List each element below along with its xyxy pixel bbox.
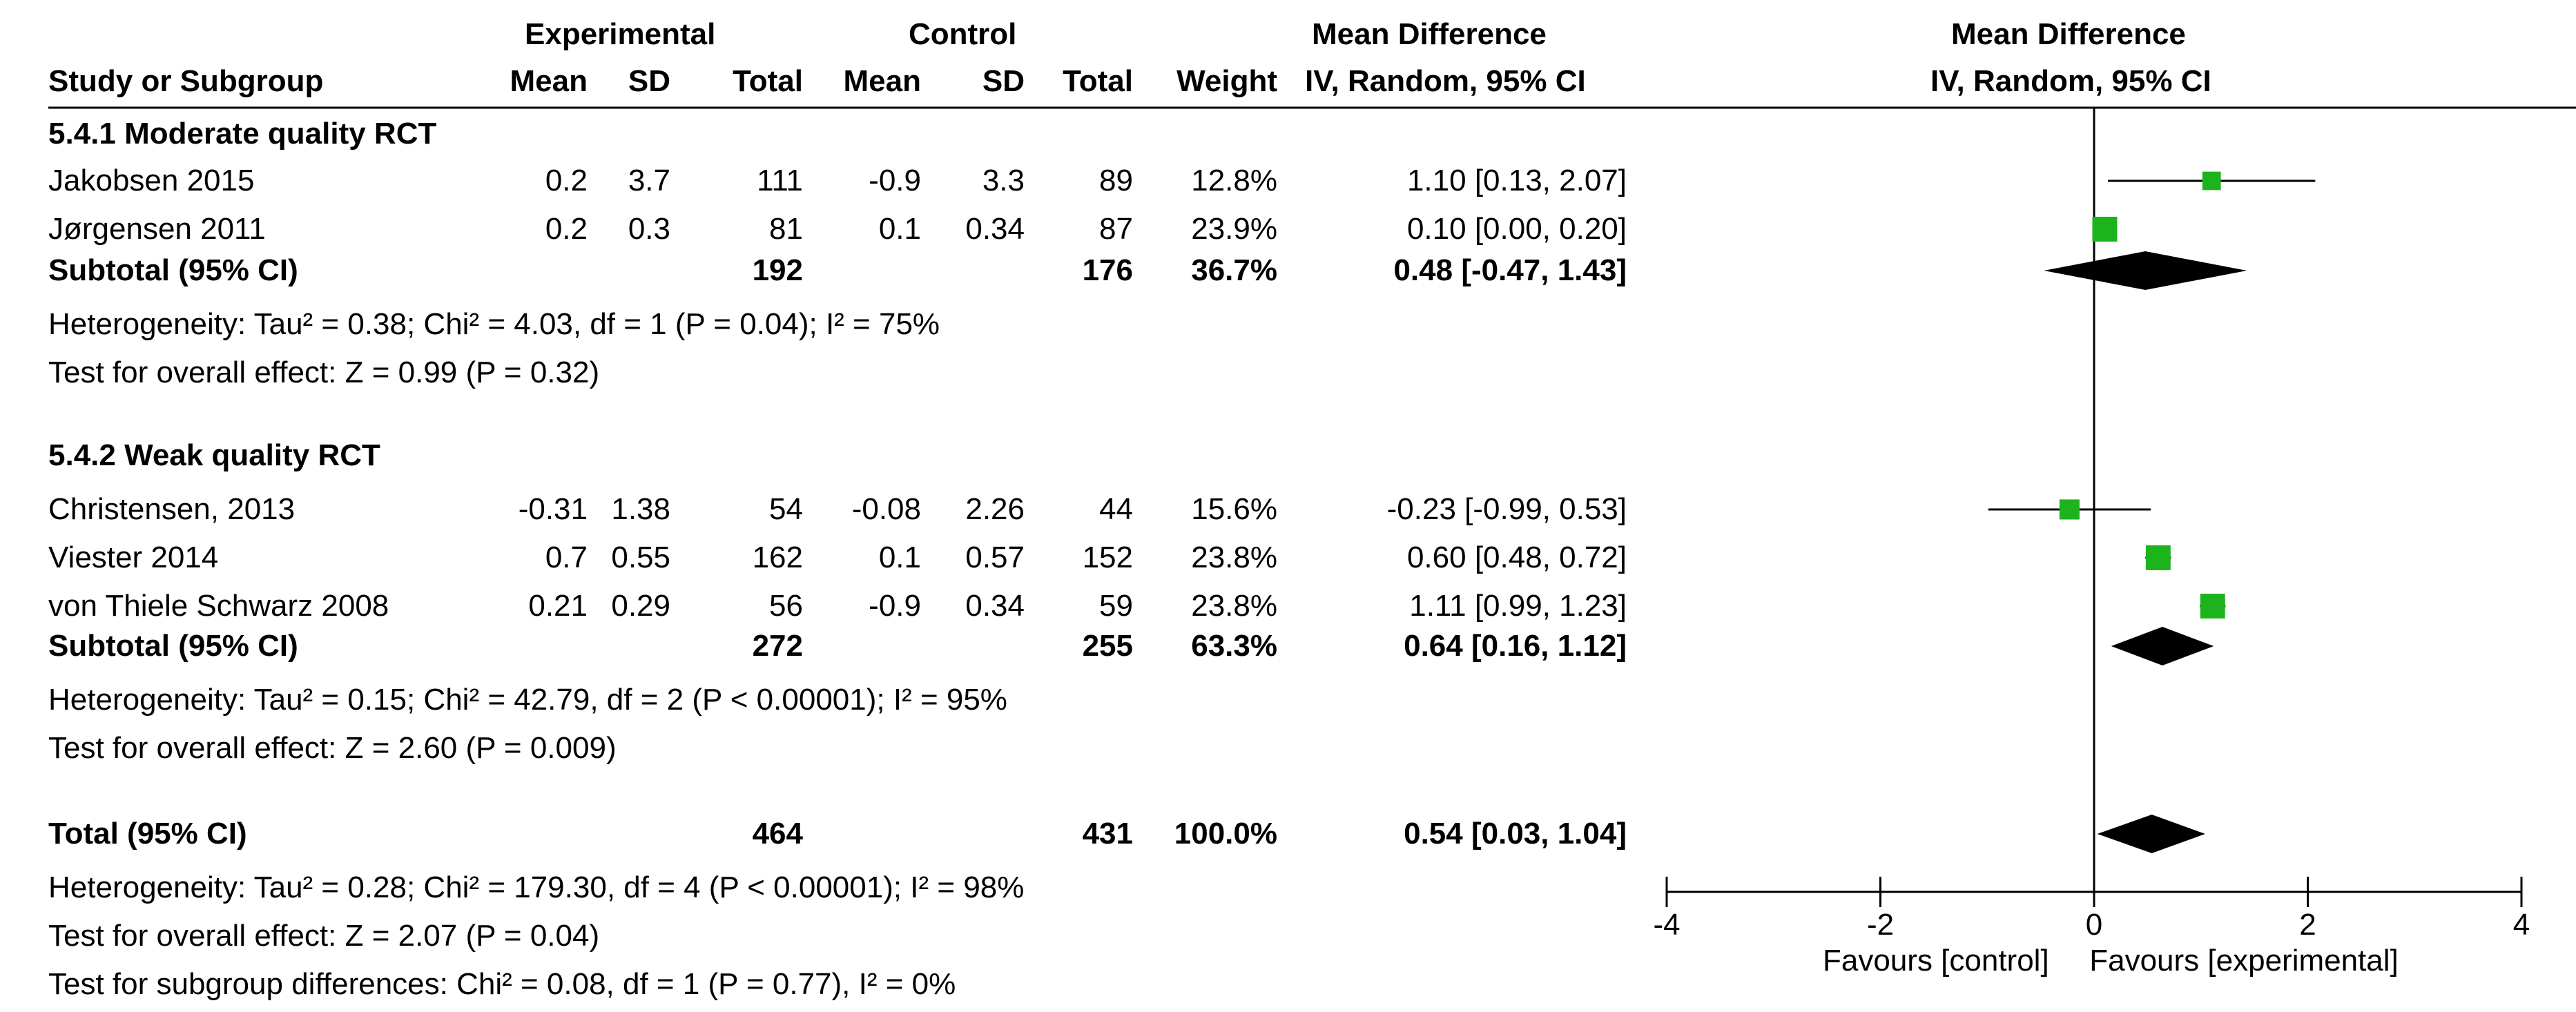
effect-ci: -0.23 [-0.99, 0.53] xyxy=(1386,492,1627,526)
plot-method-header: IV, Random, 95% CI xyxy=(1930,64,2211,98)
study-name: Viester 2014 xyxy=(48,541,219,574)
c-total: 255 xyxy=(1082,629,1133,663)
heterogeneity-text: Heterogeneity: Tau² = 0.38; Chi² = 4.03,… xyxy=(48,307,940,341)
c-mean: 0.1 xyxy=(878,212,921,246)
effect-ci: 0.10 [0.00, 0.20] xyxy=(1406,212,1627,246)
c-sd: 0.34 xyxy=(965,212,1025,246)
group-title: 5.4.2 Weak quality RCT xyxy=(48,438,380,472)
e-mean-header: Mean xyxy=(510,64,588,98)
e-sd: 0.29 xyxy=(611,589,670,623)
e-mean: -0.31 xyxy=(518,492,588,526)
e-total: 81 xyxy=(769,212,803,246)
overall-effect-text: Test for overall effect: Z = 2.60 (P = 0… xyxy=(48,731,617,765)
c-total: 44 xyxy=(1099,492,1133,526)
e-total: 464 xyxy=(752,817,803,850)
summary-diamond xyxy=(2111,627,2214,665)
weight: 15.6% xyxy=(1191,492,1277,526)
favours-control-label: Favours [control] xyxy=(1823,944,2049,977)
e-sd-header: SD xyxy=(628,64,670,98)
effect-marker xyxy=(2200,594,2225,619)
e-mean: 0.21 xyxy=(528,589,588,623)
e-total: 272 xyxy=(752,629,803,663)
c-sd: 3.3 xyxy=(982,164,1025,197)
study-name: von Thiele Schwarz 2008 xyxy=(48,589,389,623)
e-total: 111 xyxy=(757,164,803,197)
e-mean: 0.2 xyxy=(545,164,588,197)
e-sd: 0.55 xyxy=(611,541,670,574)
study-name: Christensen, 2013 xyxy=(48,492,296,526)
weight: 63.3% xyxy=(1191,629,1277,663)
c-sd-header: SD xyxy=(982,64,1025,98)
e-sd: 1.38 xyxy=(611,492,670,526)
favours-experimental-label: Favours [experimental] xyxy=(2089,944,2399,977)
c-sd: 0.34 xyxy=(965,589,1025,623)
effect-ci: 1.11 [0.99, 1.23] xyxy=(1409,589,1627,623)
e-sd: 0.3 xyxy=(628,212,670,246)
effect-marker xyxy=(2059,499,2080,520)
e-mean: 0.2 xyxy=(545,212,588,246)
method-header: IV, Random, 95% CI xyxy=(1305,64,1586,98)
c-total: 59 xyxy=(1099,589,1133,623)
c-total: 176 xyxy=(1082,253,1133,287)
plot-title: Mean Difference xyxy=(1951,17,2186,51)
e-sd: 3.7 xyxy=(628,164,670,197)
c-sd: 0.57 xyxy=(965,541,1025,574)
effect-marker xyxy=(2202,171,2221,191)
c-mean: -0.08 xyxy=(851,492,921,526)
summary-diamond xyxy=(2097,815,2205,853)
weight-header: Weight xyxy=(1176,64,1277,98)
study-column-header: Study or Subgroup xyxy=(48,64,324,98)
e-total: 162 xyxy=(752,541,803,574)
e-total: 54 xyxy=(769,492,803,526)
c-total-header: Total xyxy=(1063,64,1133,98)
effect-ci: 0.60 [0.48, 0.72] xyxy=(1406,541,1627,574)
heterogeneity-text: Heterogeneity: Tau² = 0.15; Chi² = 42.79… xyxy=(48,683,1007,717)
control-header: Control xyxy=(909,17,1017,51)
weight: 23.8% xyxy=(1191,589,1277,623)
overall-effect-text: Test for overall effect: Z = 2.07 (P = 0… xyxy=(48,919,600,953)
c-mean-header: Mean xyxy=(843,64,921,98)
group-title: 5.4.1 Moderate quality RCT xyxy=(48,117,437,150)
c-mean: -0.9 xyxy=(869,164,921,197)
c-mean: 0.1 xyxy=(878,541,921,574)
subgroup-differences-text: Test for subgroup differences: Chi² = 0.… xyxy=(48,967,956,1001)
effect-ci: 0.64 [0.16, 1.12] xyxy=(1404,629,1627,663)
c-mean: -0.9 xyxy=(869,589,921,623)
effect-ci: 0.48 [-0.47, 1.43] xyxy=(1393,253,1627,287)
weight: 23.9% xyxy=(1191,212,1277,246)
mean-difference-header: Mean Difference xyxy=(1312,17,1547,51)
total-label: Total (95% CI) xyxy=(48,817,247,850)
e-mean: 0.7 xyxy=(545,541,588,574)
overall-effect-text: Test for overall effect: Z = 0.99 (P = 0… xyxy=(48,356,600,389)
x-tick-label: 0 xyxy=(2086,908,2102,942)
c-total: 87 xyxy=(1099,212,1133,246)
e-total: 192 xyxy=(752,253,803,287)
c-total: 152 xyxy=(1082,541,1133,574)
effect-marker xyxy=(2092,217,2118,242)
experimental-header: Experimental xyxy=(525,17,716,51)
weight: 23.8% xyxy=(1191,541,1277,574)
x-tick-label: 4 xyxy=(2513,908,2530,942)
summary-diamond xyxy=(2044,251,2247,290)
effect-marker xyxy=(2145,545,2171,570)
effect-ci: 1.10 [0.13, 2.07] xyxy=(1406,164,1627,197)
heterogeneity-text: Heterogeneity: Tau² = 0.28; Chi² = 179.3… xyxy=(48,870,1025,904)
effect-ci: 0.54 [0.03, 1.04] xyxy=(1404,817,1627,850)
study-name: Jakobsen 2015 xyxy=(48,164,255,197)
weight: 12.8% xyxy=(1191,164,1277,197)
x-tick-label: 2 xyxy=(2299,908,2316,942)
study-name: Jørgensen 2011 xyxy=(48,212,266,246)
weight: 100.0% xyxy=(1174,817,1277,850)
e-total-header: Total xyxy=(733,64,803,98)
weight: 36.7% xyxy=(1191,253,1277,287)
c-total: 431 xyxy=(1082,817,1133,850)
e-total: 56 xyxy=(769,589,803,623)
x-tick-label: -4 xyxy=(1653,908,1680,942)
c-total: 89 xyxy=(1099,164,1133,197)
subtotal-label: Subtotal (95% CI) xyxy=(48,253,298,287)
x-tick-label: -2 xyxy=(1867,908,1894,942)
subtotal-label: Subtotal (95% CI) xyxy=(48,629,298,663)
c-sd: 2.26 xyxy=(965,492,1025,526)
